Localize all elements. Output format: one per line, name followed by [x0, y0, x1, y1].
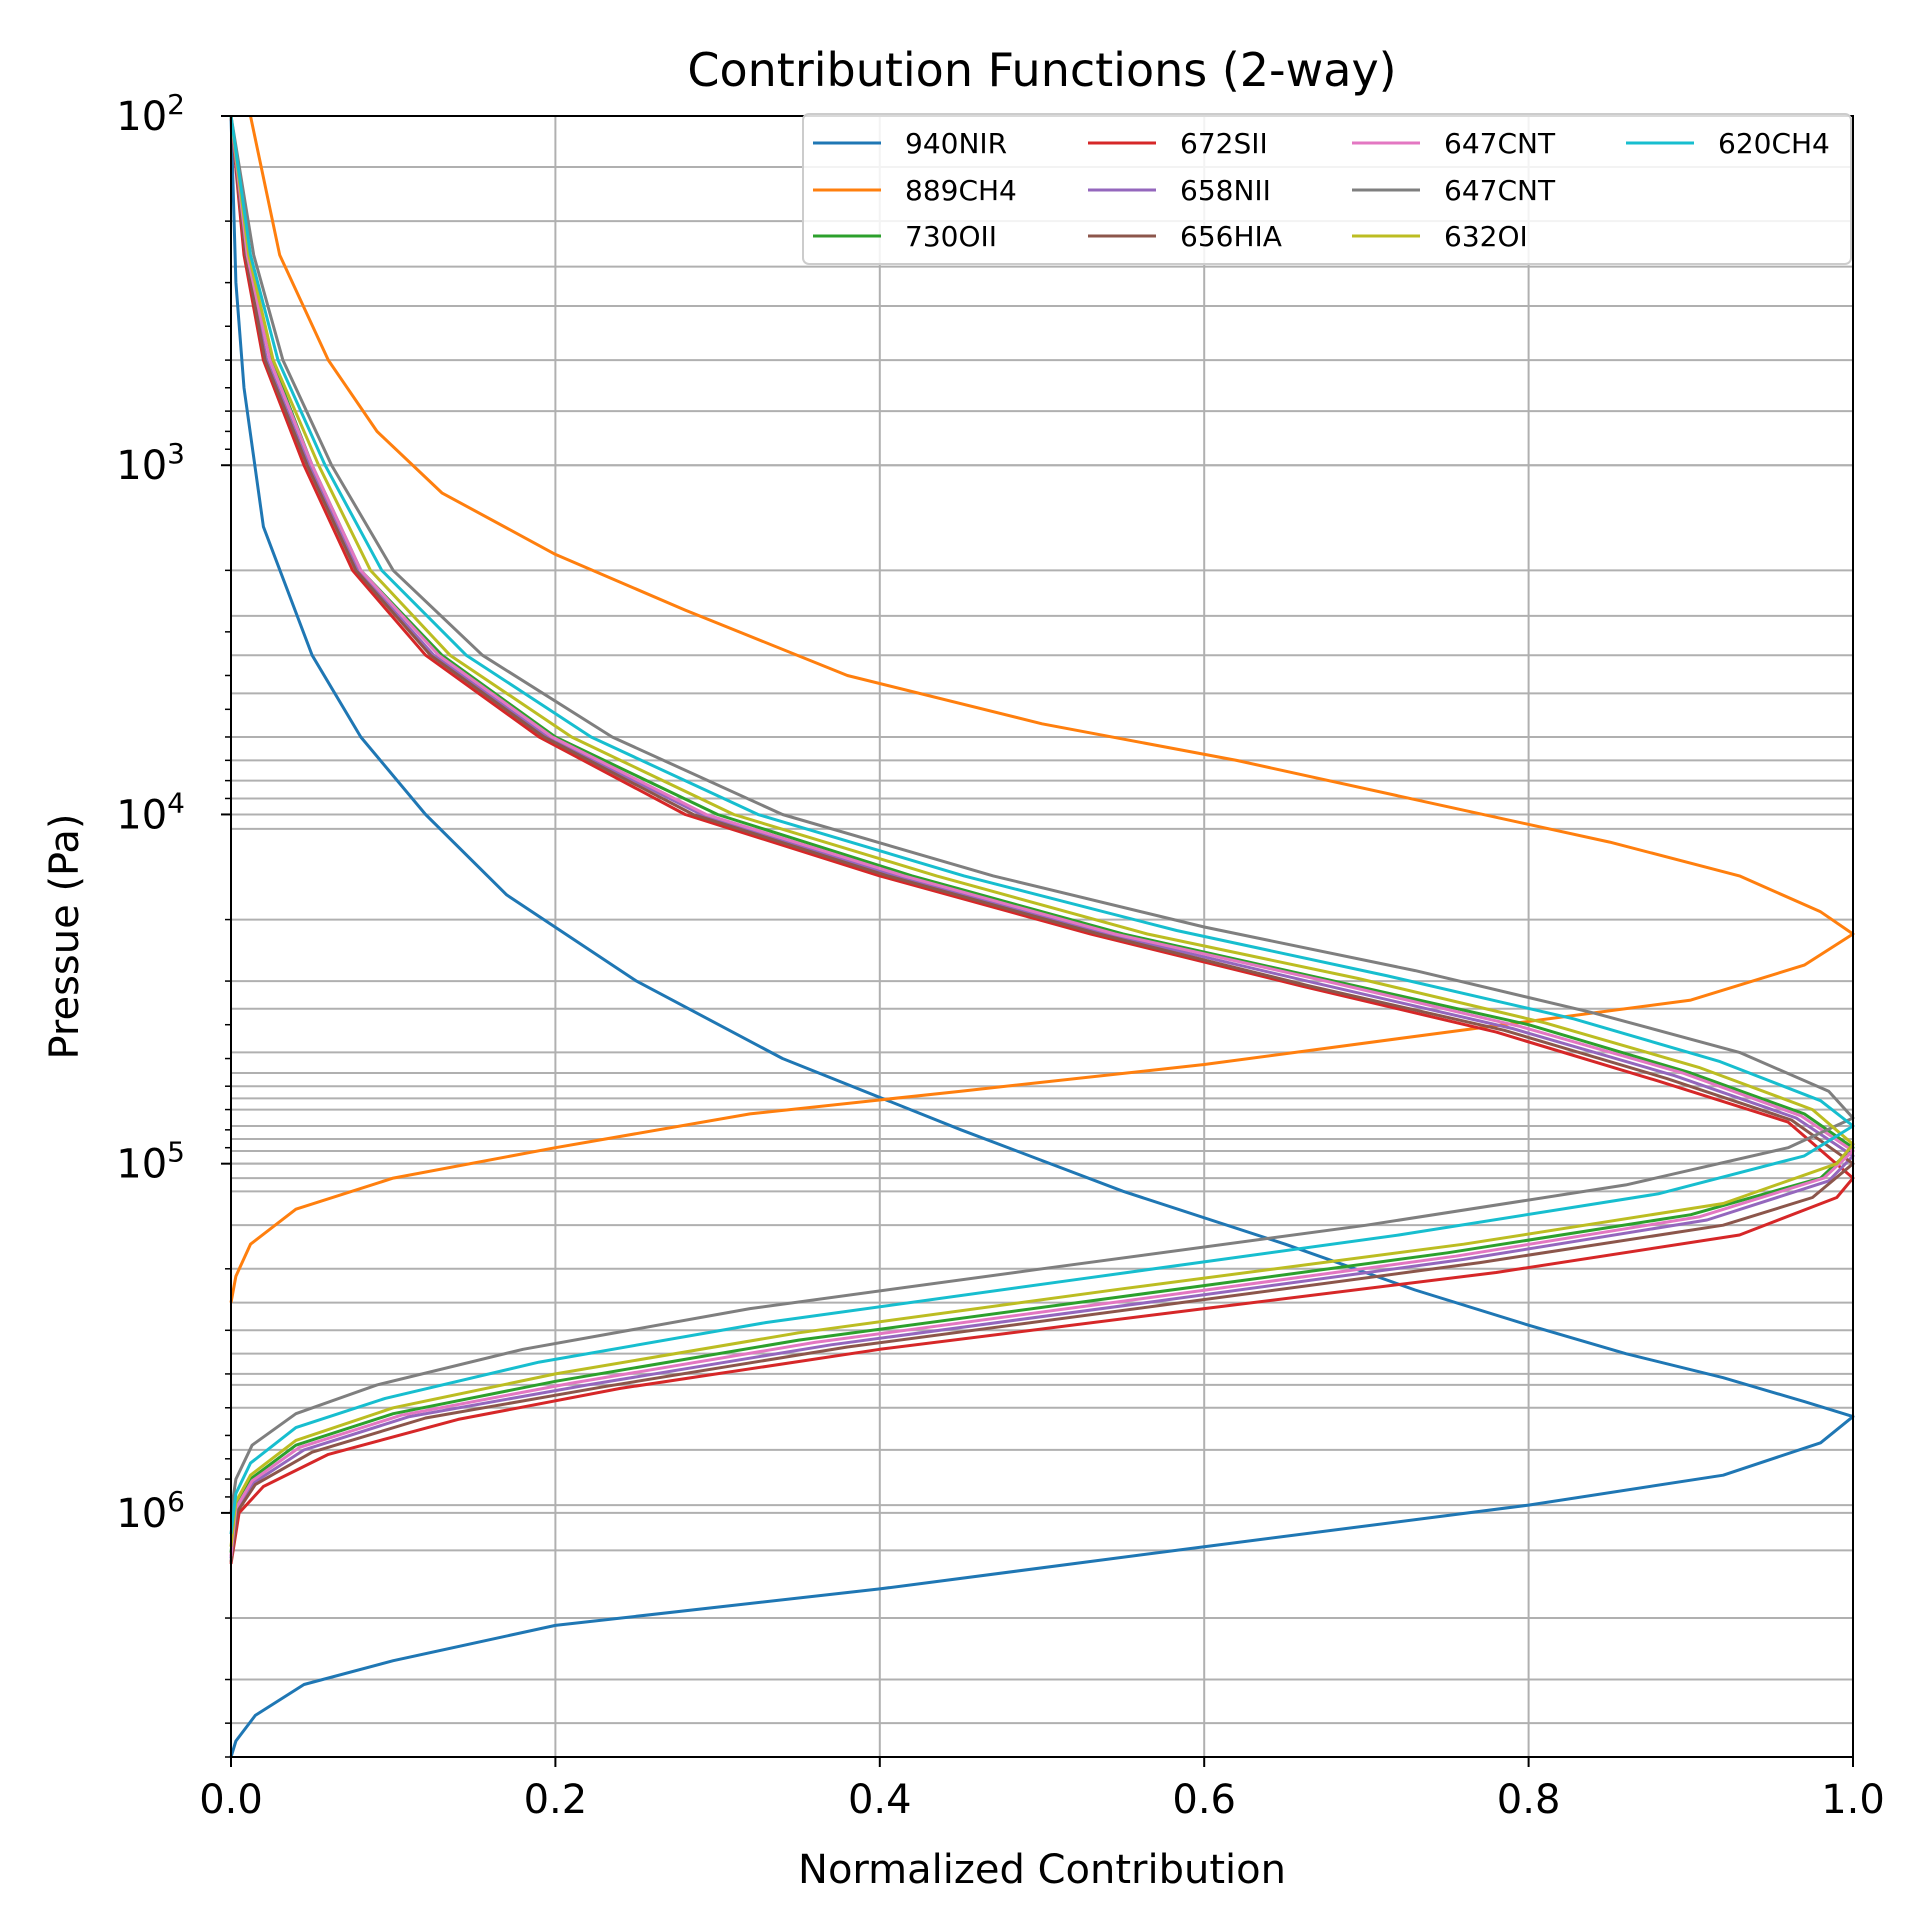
series-line-1 — [229, 115, 1855, 1303]
x-tick-label: 0.6 — [1172, 1777, 1236, 1823]
y-tick-label: 105 — [116, 1136, 185, 1188]
legend-label-7: 647CNT — [1444, 174, 1556, 207]
grid-layer — [230, 115, 1854, 1757]
y-tick-label: 102 — [116, 88, 185, 140]
x-tick-label: 0.4 — [848, 1777, 912, 1823]
legend: 940NIR 889CH4 730OII 672SII 658NII 656HIA 647C… — [802, 113, 1852, 265]
series-line-8 — [229, 115, 1855, 1547]
tick-layer: 0.0 0.2 0.4 0.6 0.8 1.0 102 103 104 105 106 — [116, 88, 1885, 1823]
x-axis-label: Normalized Contribution — [798, 1847, 1286, 1893]
legend-label-6: 647CNT — [1444, 127, 1556, 160]
series-layer — [229, 115, 1855, 1758]
legend-box — [802, 113, 1852, 265]
legend-label-3: 672SII — [1180, 127, 1268, 160]
legend-label-0: 940NIR — [905, 127, 1007, 160]
x-tick-label: 0.0 — [199, 1777, 263, 1823]
series-line-5 — [229, 115, 1855, 1562]
series-line-3 — [229, 115, 1855, 1565]
legend-label-9: 620CH4 — [1718, 127, 1830, 160]
legend-label-8: 632OI — [1444, 220, 1528, 253]
legend-label-4: 658NII — [1180, 174, 1271, 207]
series-line-0 — [229, 115, 1855, 1758]
series-line-9 — [229, 115, 1855, 1535]
x-tick-label: 0.8 — [1497, 1777, 1561, 1823]
x-tick-label: 0.2 — [524, 1777, 588, 1823]
y-tick-label: 103 — [116, 437, 185, 489]
legend-label-5: 656HIA — [1180, 220, 1282, 253]
y-tick-label: 104 — [116, 786, 185, 838]
series-line-6 — [229, 115, 1855, 1557]
chart-title: Contribution Functions (2-way) — [687, 43, 1396, 97]
y-axis-label: Pressue (Pa) — [42, 814, 88, 1060]
series-line-7 — [229, 115, 1855, 1514]
y-tick-label: 106 — [116, 1485, 185, 1537]
legend-label-2: 730OII — [905, 220, 997, 253]
legend-label-1: 889CH4 — [905, 174, 1017, 207]
x-tick-label: 1.0 — [1821, 1777, 1885, 1823]
